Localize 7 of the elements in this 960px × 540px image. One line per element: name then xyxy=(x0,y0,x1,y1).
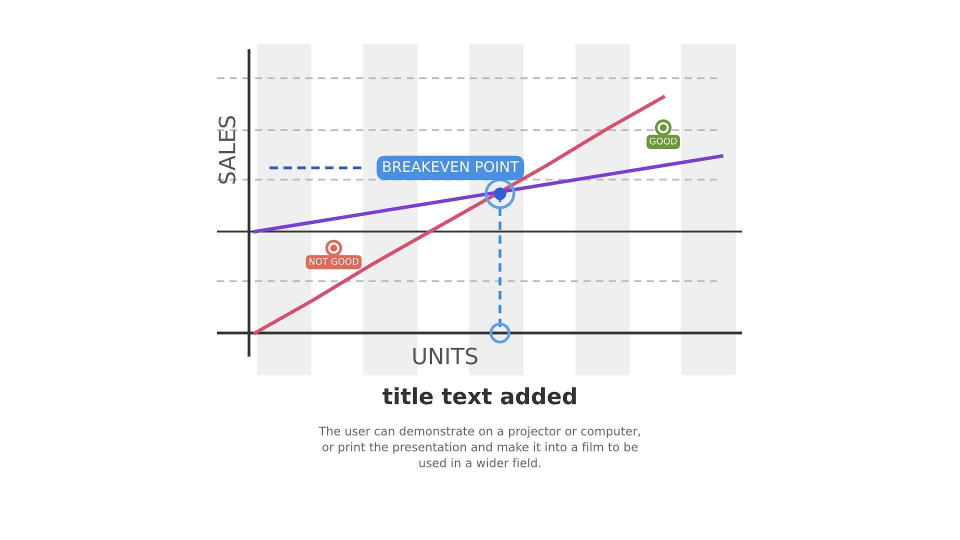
annotation: BREAKEVEN POINT xyxy=(383,161,520,172)
x-axis-title: UNITS xyxy=(413,348,478,364)
text: The user can demonstrate on a projector or computer, or print the presentation and make it into a film to be used in a wider field. xyxy=(318,426,640,468)
text: title text added xyxy=(382,387,576,404)
y-axis-title: SALES xyxy=(218,116,236,184)
annotation: GOOD xyxy=(650,138,677,145)
annotation: NOT GOOD xyxy=(309,258,358,265)
